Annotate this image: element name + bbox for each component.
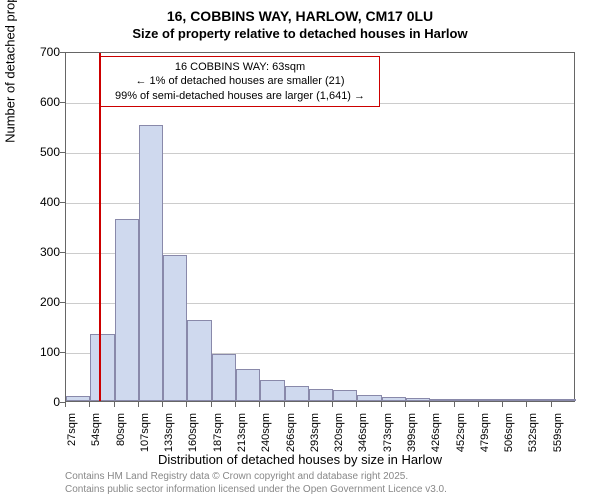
histogram-chart: 16, COBBINS WAY, HARLOW, CM17 0LU Size o… xyxy=(0,0,600,500)
x-tick-label: 506sqm xyxy=(503,413,515,458)
x-tick-label: 54sqm xyxy=(90,413,102,458)
histogram-bar xyxy=(212,354,236,402)
x-tick-label: 213sqm xyxy=(236,413,248,458)
x-tick-label: 27sqm xyxy=(66,413,78,458)
footer-attribution: Contains HM Land Registry data © Crown c… xyxy=(65,470,447,496)
x-tick-mark xyxy=(502,402,503,407)
histogram-bar xyxy=(382,397,406,402)
x-tick-mark xyxy=(65,402,66,407)
y-tick-mark xyxy=(60,352,65,353)
y-tick-label: 500 xyxy=(10,145,60,159)
y-tick-label: 300 xyxy=(10,245,60,259)
y-tick-mark xyxy=(60,52,65,53)
histogram-bar xyxy=(430,399,454,401)
histogram-bar xyxy=(455,399,479,401)
histogram-bar xyxy=(479,399,503,401)
x-tick-mark xyxy=(551,402,552,407)
histogram-bar xyxy=(139,125,163,401)
x-tick-label: 532sqm xyxy=(527,413,539,458)
histogram-bar xyxy=(90,334,114,402)
x-tick-mark xyxy=(235,402,236,407)
annotation-line: 16 COBBINS WAY: 63sqm xyxy=(109,60,371,74)
x-tick-label: 373sqm xyxy=(382,413,394,458)
x-tick-mark xyxy=(356,402,357,407)
x-tick-mark xyxy=(211,402,212,407)
x-tick-label: 266sqm xyxy=(285,413,297,458)
y-tick-mark xyxy=(60,102,65,103)
x-tick-label: 240sqm xyxy=(260,413,272,458)
x-tick-mark xyxy=(332,402,333,407)
x-tick-label: 160sqm xyxy=(187,413,199,458)
x-tick-mark xyxy=(138,402,139,407)
histogram-bar xyxy=(309,389,333,402)
x-tick-label: 187sqm xyxy=(212,413,224,458)
y-tick-mark xyxy=(60,152,65,153)
chart-subtitle: Size of property relative to detached ho… xyxy=(0,24,600,41)
annotation-box: 16 COBBINS WAY: 63sqm← 1% of detached ho… xyxy=(100,56,380,107)
histogram-bar xyxy=(187,320,211,401)
x-tick-label: 293sqm xyxy=(309,413,321,458)
x-tick-label: 320sqm xyxy=(333,413,345,458)
x-tick-mark xyxy=(405,402,406,407)
x-tick-label: 80sqm xyxy=(115,413,127,458)
histogram-bar xyxy=(406,398,430,402)
x-tick-label: 133sqm xyxy=(163,413,175,458)
x-tick-mark xyxy=(478,402,479,407)
histogram-bar xyxy=(527,399,551,401)
histogram-bar xyxy=(503,399,527,401)
y-tick-label: 700 xyxy=(10,45,60,59)
x-tick-label: 346sqm xyxy=(357,413,369,458)
histogram-bar xyxy=(66,396,90,401)
histogram-bar xyxy=(236,369,260,402)
histogram-bar xyxy=(163,255,187,401)
y-tick-mark xyxy=(60,202,65,203)
annotation-line: 99% of semi-detached houses are larger (… xyxy=(109,89,371,103)
chart-title: 16, COBBINS WAY, HARLOW, CM17 0LU xyxy=(0,0,600,24)
x-tick-mark xyxy=(308,402,309,407)
y-tick-mark xyxy=(60,252,65,253)
y-tick-label: 400 xyxy=(10,195,60,209)
y-tick-mark xyxy=(60,302,65,303)
x-tick-mark xyxy=(454,402,455,407)
x-tick-mark xyxy=(429,402,430,407)
y-tick-label: 200 xyxy=(10,295,60,309)
footer-line: Contains public sector information licen… xyxy=(65,483,447,496)
x-tick-label: 479sqm xyxy=(479,413,491,458)
y-axis-label: Number of detached properties xyxy=(3,0,18,143)
x-tick-label: 426sqm xyxy=(430,413,442,458)
x-tick-mark xyxy=(186,402,187,407)
x-tick-label: 452sqm xyxy=(455,413,467,458)
x-tick-mark xyxy=(89,402,90,407)
y-tick-label: 600 xyxy=(10,95,60,109)
histogram-bar xyxy=(552,399,576,401)
x-tick-label: 559sqm xyxy=(552,413,564,458)
x-tick-label: 399sqm xyxy=(406,413,418,458)
y-tick-label: 100 xyxy=(10,345,60,359)
annotation-line: ← 1% of detached houses are smaller (21) xyxy=(109,74,371,88)
histogram-bar xyxy=(357,395,381,401)
footer-line: Contains HM Land Registry data © Crown c… xyxy=(65,470,447,483)
x-tick-mark xyxy=(284,402,285,407)
histogram-bar xyxy=(285,386,309,401)
x-tick-mark xyxy=(162,402,163,407)
x-tick-mark xyxy=(381,402,382,407)
x-tick-mark xyxy=(114,402,115,407)
histogram-bar xyxy=(115,219,139,402)
y-tick-label: 0 xyxy=(10,395,60,409)
x-tick-label: 107sqm xyxy=(139,413,151,458)
x-tick-mark xyxy=(259,402,260,407)
x-tick-mark xyxy=(526,402,527,407)
histogram-bar xyxy=(260,380,284,401)
histogram-bar xyxy=(333,390,357,401)
